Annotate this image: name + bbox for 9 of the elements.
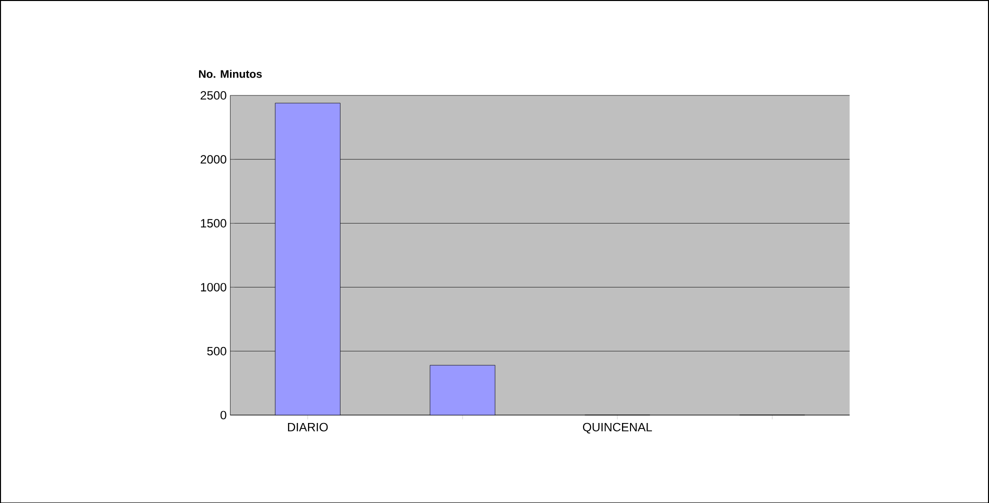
y-tick-label: 1500: [200, 218, 226, 228]
y-tick-label: 2500: [200, 90, 226, 100]
y-tick-label: 1000: [200, 282, 226, 292]
y-tick-label: 500: [207, 346, 226, 356]
x-tick-label: QUINCENAL: [582, 422, 652, 434]
y-axis-title: No. Minutos: [199, 70, 262, 78]
y-tick-label: 2000: [200, 154, 226, 164]
y-tick-label: 0: [220, 410, 226, 420]
x-tick-label: DIARIO: [288, 422, 328, 432]
